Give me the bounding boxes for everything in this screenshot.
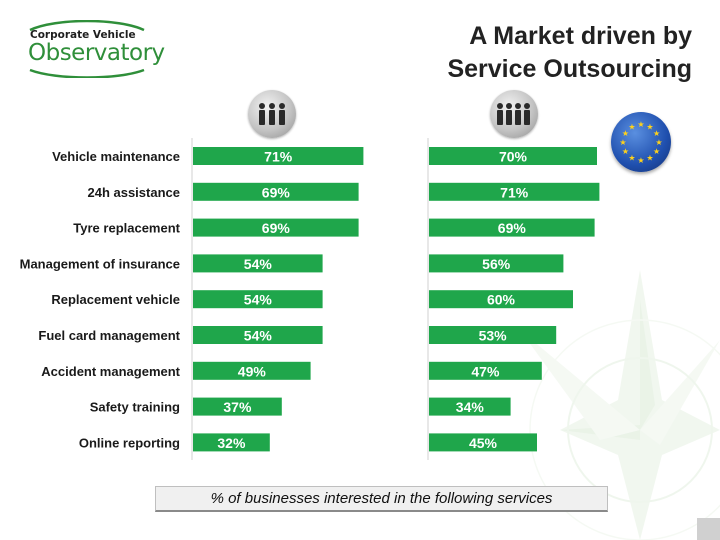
bar (429, 326, 557, 344)
bar-value-label: 71% (264, 149, 293, 165)
eu-star-icon: ★ (619, 138, 626, 147)
bar (193, 433, 270, 452)
eu-star-icon: ★ (628, 154, 635, 163)
bar-value-label: 37% (223, 399, 252, 415)
bar-value-label: 56% (482, 256, 511, 272)
eu-star-icon: ★ (655, 138, 662, 147)
bar (193, 326, 323, 344)
eu-star-icon: ★ (622, 147, 629, 156)
bar-value-label: 71% (500, 184, 529, 200)
bar-value-label: 54% (244, 256, 273, 272)
bar-value-label: 34% (456, 399, 485, 415)
bar-value-label: 53% (479, 328, 508, 344)
bar (193, 397, 282, 416)
bar-value-label: 49% (238, 363, 267, 379)
bar-value-label: 69% (262, 184, 291, 200)
bar (193, 182, 359, 201)
corner-block (697, 518, 720, 540)
eu-star-icon: ★ (653, 129, 660, 138)
bar (429, 433, 537, 452)
logo-line-2: Observatory (28, 40, 165, 66)
eu-star-icon: ★ (637, 156, 644, 165)
category-label: 24h assistance (87, 185, 180, 200)
bar-value-label: 32% (217, 435, 246, 451)
bar (193, 218, 359, 237)
bar-value-label: 70% (499, 149, 528, 165)
bar (193, 361, 311, 380)
category-label: Vehicle maintenance (52, 149, 180, 164)
bar (429, 290, 573, 309)
logo-line-1: Corporate Vehicle (30, 29, 136, 41)
bar (193, 290, 323, 309)
bar (429, 147, 597, 165)
bar (429, 397, 511, 416)
category-label: Safety training (90, 400, 180, 415)
page-title: A Market driven by Service Outsourcing (362, 20, 692, 86)
category-label: Online reporting (79, 435, 180, 450)
eu-star-icon: ★ (646, 154, 653, 163)
category-label: Replacement vehicle (51, 292, 180, 307)
bar-value-label: 47% (471, 363, 500, 379)
corporate-vehicle-observatory-logo: Corporate Vehicle Observatory (26, 20, 165, 78)
bar (429, 361, 542, 380)
category-label: Accident management (41, 364, 180, 379)
bar-value-label: 69% (262, 220, 291, 236)
bar (193, 147, 364, 165)
bar (429, 218, 595, 237)
bar-value-label: 60% (487, 292, 516, 308)
title-line-1: A Market driven by (469, 22, 692, 50)
bar (193, 254, 323, 273)
bar-value-label: 54% (244, 328, 273, 344)
bar-value-label: 69% (498, 220, 527, 236)
category-label: Tyre replacement (73, 221, 180, 236)
eu-star-icon: ★ (628, 122, 635, 131)
category-label: Fuel card management (38, 328, 180, 343)
bar-value-label: 45% (469, 435, 498, 451)
bar (429, 254, 564, 273)
title-line-2: Service Outsourcing (447, 55, 692, 83)
eu-star-icon: ★ (622, 129, 629, 138)
bar (429, 182, 600, 201)
people-group-4-icon (490, 90, 538, 138)
people-group-3-icon (248, 90, 296, 138)
eu-star-icon: ★ (646, 122, 653, 131)
eu-flag-icon: ★ ★ ★ ★ ★ ★ ★ ★ ★ ★ ★ ★ (611, 112, 671, 172)
eu-star-icon: ★ (653, 147, 660, 156)
bar-value-label: 54% (244, 292, 273, 308)
category-label: Management of insurance (20, 256, 180, 271)
logo-arc-icon (29, 20, 145, 78)
eu-star-icon: ★ (637, 120, 644, 129)
chart-caption: % of businesses interested in the follow… (155, 486, 608, 512)
